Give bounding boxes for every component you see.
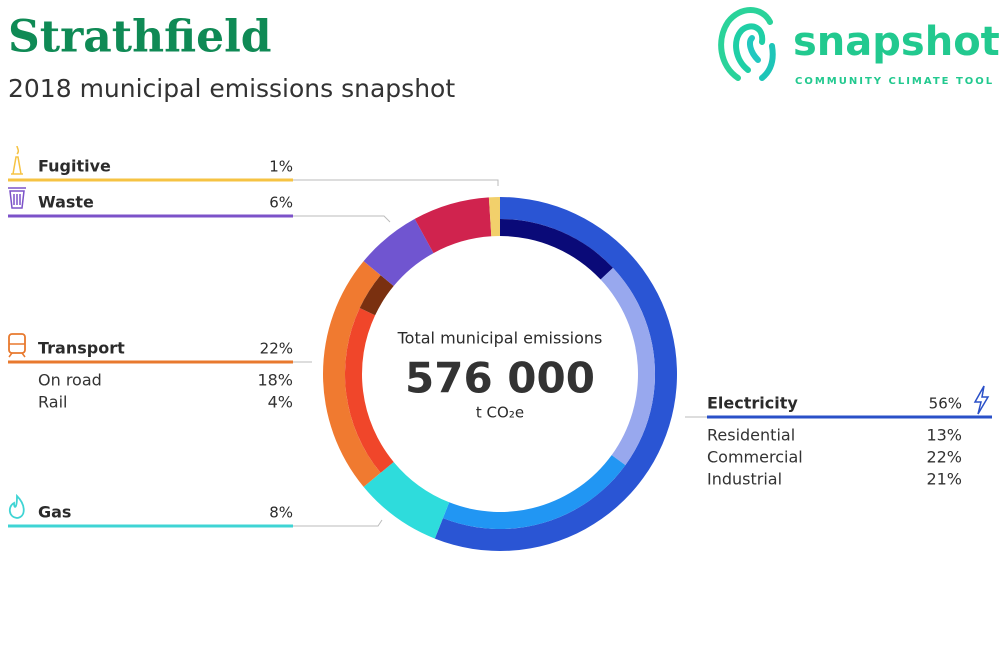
donut-segment (363, 218, 434, 287)
donut-segment (488, 197, 500, 237)
donut-subsegment (500, 219, 613, 280)
legend-icon (8, 493, 25, 519)
legend-value: 56% (929, 395, 962, 413)
legend-name: Gas (38, 503, 71, 522)
unit: t CO₂e (476, 404, 524, 422)
legend-name: Electricity (707, 394, 798, 413)
legend-value: 1% (269, 158, 293, 176)
sub-value: 21% (926, 470, 962, 489)
legend-name: Waste (38, 193, 94, 212)
legend-icon (8, 187, 26, 209)
sub-value: 4% (268, 393, 293, 412)
sub-value: 13% (926, 426, 962, 445)
donut-subsegment (345, 308, 394, 473)
donut-segment (414, 197, 492, 254)
legend-entry: Electricity 56% Residential 13% Commercial 22… (685, 385, 992, 489)
legend-icon (11, 145, 23, 175)
donut-subsegment (600, 267, 655, 466)
legend-name: Transport (38, 339, 125, 358)
legend-entry: Waste 6% (8, 187, 391, 223)
sub-name: On road (38, 371, 102, 390)
legend-entry: Gas 8% (8, 493, 383, 528)
legend-icon (973, 385, 990, 415)
legend-entry: Transport 22% On road 18% Rail 4% (8, 333, 312, 412)
legend-value: 22% (260, 340, 293, 358)
leader-line (293, 215, 391, 223)
leader-line (293, 519, 383, 527)
legend-value: 6% (269, 194, 293, 212)
sub-name: Commercial (707, 448, 803, 467)
sub-name: Industrial (707, 470, 782, 489)
subtitle: 2018 municipal emissions snapshot (8, 74, 455, 103)
logo-mark (718, 7, 776, 81)
sub-value: 22% (926, 448, 962, 467)
sub-name: Residential (707, 426, 795, 445)
donut-segment (363, 461, 450, 539)
donut-subsegment (442, 455, 626, 529)
donut-subsegment (359, 275, 394, 316)
donut-segment (323, 261, 381, 487)
title: Strathfield (8, 12, 272, 63)
logo: snapshot COMMUNITY CLIMATE TOOL (718, 7, 1000, 87)
logo-tagline: COMMUNITY CLIMATE TOOL (795, 76, 994, 87)
sub-value: 18% (257, 371, 293, 390)
legend-entry: Fugitive 1% (8, 145, 499, 186)
legend-icon (8, 333, 26, 358)
center-label: Total municipal emissions (397, 329, 603, 348)
sub-name: Rail (38, 393, 67, 412)
legend-name: Fugitive (38, 157, 111, 176)
leader-line (293, 179, 499, 186)
legend-value: 8% (269, 504, 293, 522)
logo-name: snapshot (793, 19, 1000, 65)
total: 576 000 (405, 354, 595, 403)
